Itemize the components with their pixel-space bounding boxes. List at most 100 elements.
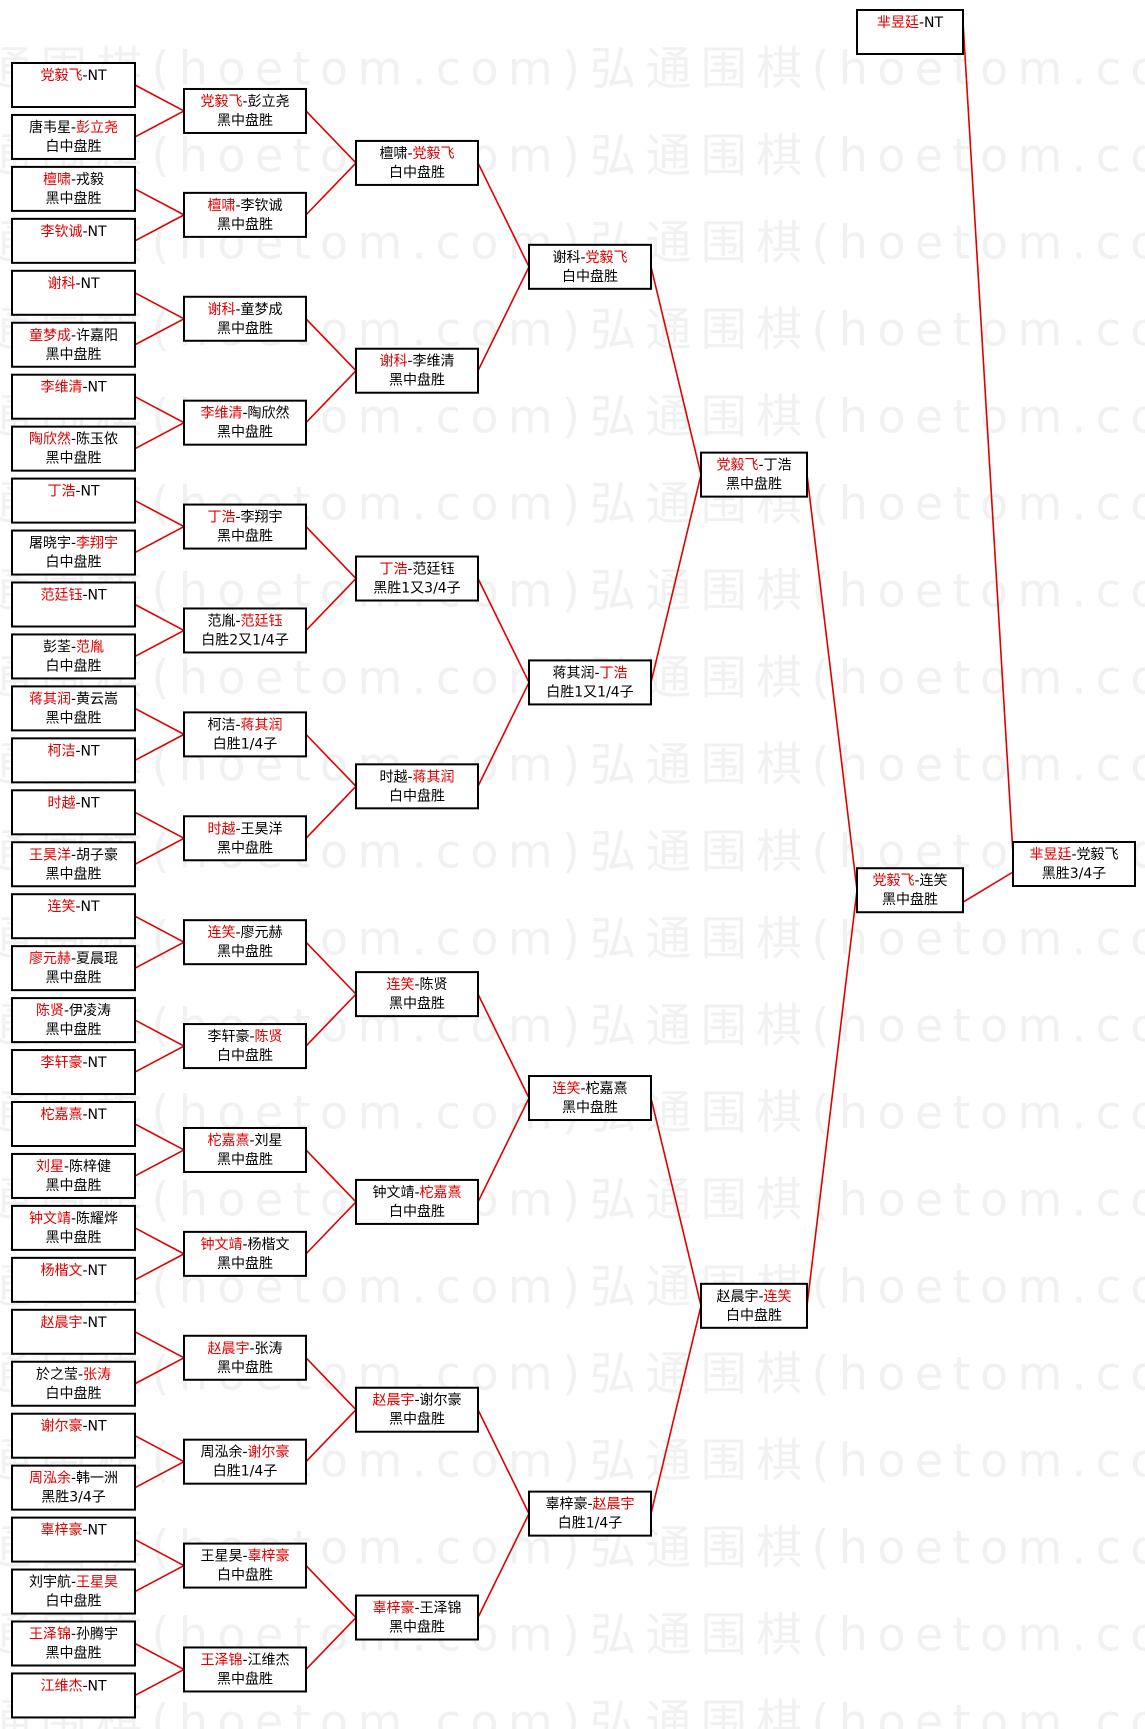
separator: - [242, 1652, 247, 1668]
player-name: 胡子豪 [76, 847, 118, 863]
match-players: 檀啸-李钦诚 [207, 197, 282, 214]
separator: - [82, 380, 87, 396]
player-name: 刘星 [255, 1133, 283, 1149]
match-players: 芈昱廷-NT [877, 15, 944, 31]
result-text: 白中盘胜 [217, 1567, 273, 1584]
bracket-line [134, 292, 185, 320]
bracket-line [134, 629, 185, 658]
bracket-line [962, 21, 1014, 855]
separator: - [914, 873, 919, 889]
player-name: NT [81, 795, 100, 811]
match-players: 辜梓豪-NT [40, 1523, 107, 1539]
match-players: 钟文靖-柁嘉熹 [372, 1184, 461, 1201]
result-text: 黑中盘胜 [882, 891, 938, 908]
player-name: 彭荃 [43, 638, 71, 655]
watermark: 弘通围棋(hoetom.com) [590, 1173, 1145, 1227]
match-players: 周泓余-谢尔豪 [200, 1444, 289, 1461]
result-text: 黑中盘胜 [217, 943, 273, 960]
player-name: 王泽锦 [420, 1600, 462, 1617]
match-box [183, 1646, 307, 1693]
match: 辜梓豪-NT [11, 1516, 136, 1563]
match-players: 钟文靖-陈耀烨 [29, 1210, 118, 1227]
match: 柯洁-NT [11, 737, 136, 784]
bracket-line [305, 1201, 357, 1255]
match: 谢尔豪-NT [11, 1412, 136, 1459]
match-box [856, 9, 964, 55]
player-name: 檀啸 [43, 171, 71, 188]
match-players: 谢尔豪-NT [40, 1419, 107, 1435]
separator: - [71, 951, 76, 967]
match-box [355, 139, 479, 186]
separator: - [587, 1497, 592, 1513]
match-box [11, 1204, 136, 1251]
player-name: 蒋其润 [552, 665, 594, 681]
match-players: 江维杰-NT [40, 1678, 107, 1694]
result-text: 白胜1又1/4子 [546, 684, 633, 700]
player-name: NT [88, 1315, 107, 1331]
player-name: 赵晨宇 [207, 1341, 249, 1357]
match-players: 柯洁-NT [47, 743, 100, 759]
match-box [183, 711, 307, 758]
result-text: 黑中盘胜 [46, 1021, 102, 1038]
player-name: 钟文靖 [29, 1210, 71, 1227]
match-box [183, 503, 307, 550]
match-players: 谢科-党毅飞 [552, 249, 627, 266]
match-box [11, 789, 136, 836]
player-name: 夏晨琨 [76, 951, 118, 967]
bracket-line [134, 603, 185, 632]
player-name: NT [88, 1055, 107, 1071]
separator: - [580, 250, 585, 266]
result-text: 黑中盘胜 [217, 1151, 273, 1168]
player-name: 蒋其润 [241, 717, 283, 733]
result-text: 黑中盘胜 [217, 424, 273, 441]
match-box [183, 1126, 307, 1173]
watermark: 弘通围棋(hoetom.com) [590, 999, 1145, 1053]
bracket-line [134, 1045, 185, 1073]
bracket-line [962, 871, 1014, 903]
bracket-line [650, 266, 702, 475]
separator: - [71, 691, 76, 707]
match: 李钦诚-NT [11, 217, 136, 264]
match-players: 党毅飞-彭立尧 [200, 93, 289, 110]
watermark: 弘通围棋(hoetom.com) [590, 1260, 1145, 1314]
player-name: NT [88, 380, 107, 396]
match-players: 王昊洋-胡子豪 [29, 847, 118, 863]
match-players: 范胤-范廷钰 [207, 612, 282, 629]
match-box [183, 607, 307, 654]
separator: - [82, 68, 87, 84]
result-text: 黑中盘胜 [46, 865, 102, 882]
separator: - [758, 458, 763, 474]
result-text: 黑胜3/4子 [1042, 866, 1107, 882]
watermark: 弘通围棋(hoetom.com) [590, 912, 1145, 966]
player-name: 蒋其润 [29, 691, 71, 707]
match-players: 丁浩-范廷钰 [379, 561, 454, 578]
separator: - [235, 302, 240, 318]
separator: - [414, 1393, 419, 1409]
bracket-line [134, 1149, 185, 1177]
separator: - [242, 1445, 247, 1461]
player-name: 李翔宇 [241, 510, 283, 526]
player-name: 屠晓宇 [29, 536, 71, 552]
match-box [183, 1023, 307, 1070]
result-text: 黑中盘胜 [217, 320, 273, 337]
match-box [11, 893, 136, 940]
match-boxes: 党毅飞-NT唐韦星-彭立尧白中盘胜檀啸-戎毅黑中盘胜李钦诚-NT谢科-NT童梦成… [11, 9, 1136, 1719]
match-box [11, 1672, 136, 1719]
separator: - [407, 769, 412, 785]
match-box [11, 217, 136, 264]
match-box [11, 269, 136, 316]
match-players: 赵晨宇-连笑 [716, 1289, 791, 1305]
match: 李轩豪-NT [11, 1049, 136, 1096]
separator: - [82, 1678, 87, 1694]
match-players: 赵晨宇-谢尔豪 [372, 1393, 461, 1409]
match: 杨楷文-NT [11, 1256, 136, 1303]
match-players: 王星昊-辜梓豪 [200, 1549, 289, 1565]
bracket-line [477, 1513, 530, 1618]
player-name: 辜梓豪 [40, 1523, 82, 1539]
separator: - [71, 536, 76, 552]
player-name: 柯洁 [47, 743, 75, 759]
